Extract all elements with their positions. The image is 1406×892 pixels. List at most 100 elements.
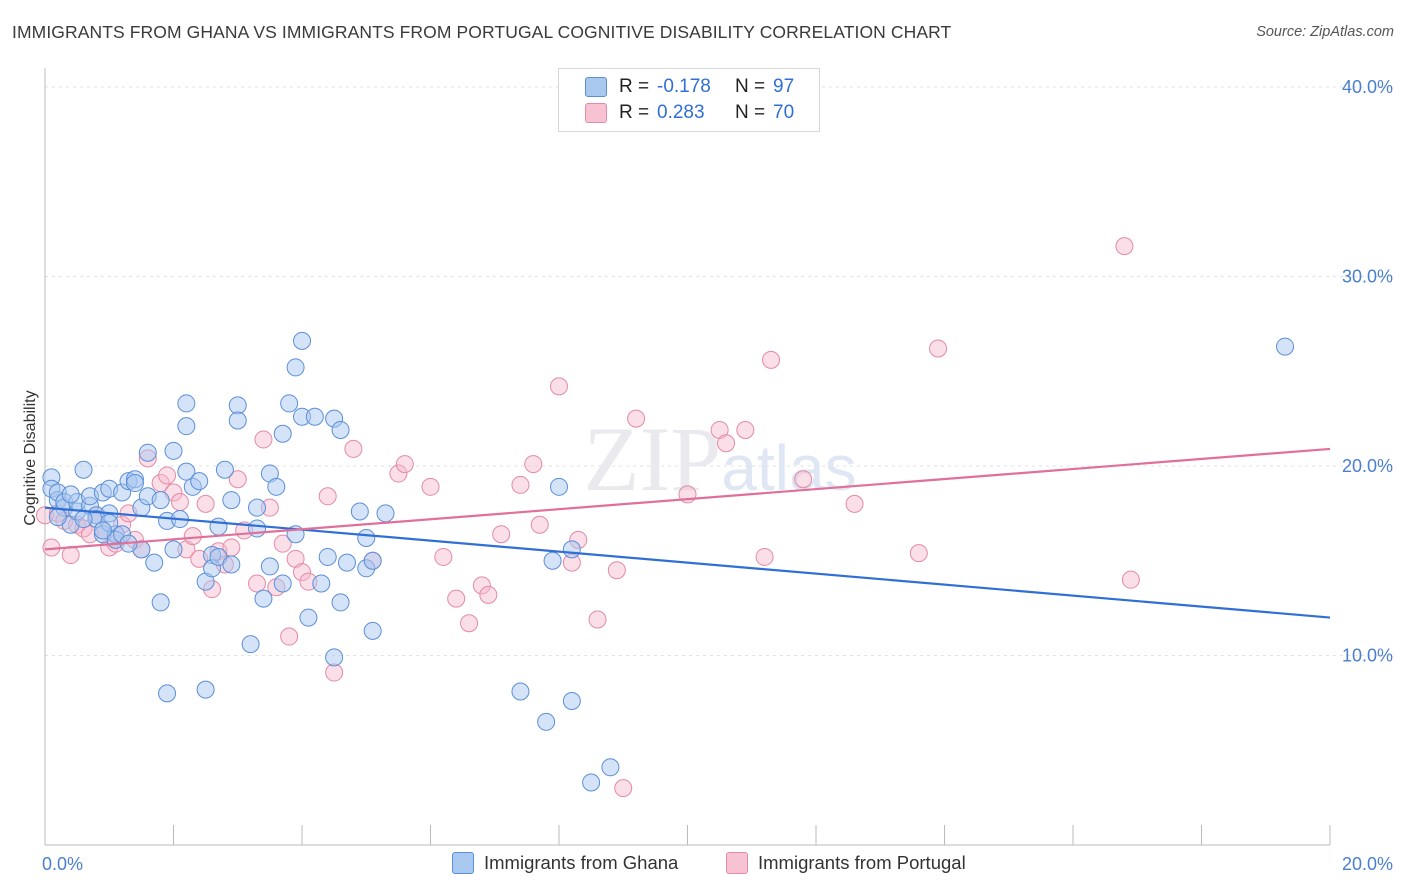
portugal-point xyxy=(395,455,414,474)
ghana-point xyxy=(222,555,241,574)
ghana-point xyxy=(331,593,350,612)
ghana-legend-swatch xyxy=(452,852,474,874)
ghana-point xyxy=(305,407,324,426)
ghana-point xyxy=(164,540,183,559)
ghana-r-label: R = xyxy=(619,76,650,97)
ghana-point xyxy=(337,553,356,572)
stats-legend: R = -0.178 N = 97 R = 0.283 N = 70 xyxy=(558,68,820,132)
portugal-point xyxy=(909,544,928,563)
portugal-point xyxy=(550,377,568,396)
ghana-point xyxy=(248,519,267,538)
ghana-point xyxy=(318,547,337,566)
ghana-point xyxy=(286,358,305,377)
portugal-point xyxy=(845,494,864,513)
ghana-point xyxy=(48,508,67,527)
portugal-point xyxy=(61,546,80,565)
portugal-point xyxy=(389,464,408,483)
portugal-point xyxy=(344,439,363,458)
ghana-point xyxy=(357,528,376,547)
portugal-point xyxy=(530,515,549,534)
ghana-point xyxy=(190,472,209,491)
y-axis-label: Cognitive Disability xyxy=(22,390,39,525)
portugal-points xyxy=(36,237,1140,798)
legend-row-ghana: R = -0.178 N = 97 xyxy=(585,75,794,99)
ghana-point xyxy=(537,712,556,731)
ghana-point xyxy=(601,758,620,777)
portugal-point xyxy=(286,549,305,568)
ghana-r-value: -0.178 xyxy=(657,76,711,97)
ghana-point xyxy=(215,460,234,479)
ghana-n-value: 97 xyxy=(773,76,795,97)
ghana-point xyxy=(228,411,247,430)
portugal-point xyxy=(1115,237,1134,256)
ghana-point xyxy=(151,593,170,612)
ghana-point xyxy=(267,477,286,496)
portugal-point xyxy=(736,420,755,439)
ghana-point xyxy=(145,553,164,572)
watermark-atlas: atlas xyxy=(721,432,856,504)
ghana-point xyxy=(543,551,562,570)
axes xyxy=(44,68,1331,846)
portugal-point xyxy=(273,534,292,553)
portugal-n-label: N = xyxy=(735,102,766,123)
portugal-point xyxy=(460,614,479,633)
ghana-point xyxy=(582,773,601,792)
portugal-point xyxy=(421,477,440,496)
ghana-point xyxy=(273,574,292,593)
x-tick-label: 0.0% xyxy=(42,854,83,874)
ghana-point xyxy=(158,684,177,703)
ghana-point xyxy=(93,521,112,540)
portugal-point xyxy=(280,627,299,646)
ghana-point xyxy=(293,331,311,350)
ghana-point xyxy=(254,589,273,608)
ghana-legend-label: Immigrants from Ghana xyxy=(484,852,679,873)
ghana-trend-line xyxy=(44,506,1331,619)
y-tick-label: 20.0% xyxy=(1342,456,1393,476)
ghana-point xyxy=(299,608,318,627)
legend-item-ghana: Immigrants from Ghana xyxy=(452,852,678,874)
portugal-point xyxy=(228,470,247,489)
ghana-point xyxy=(222,491,241,510)
ghana-point xyxy=(363,551,382,570)
ghana-point xyxy=(260,557,279,576)
ghana-point xyxy=(209,517,228,536)
portugal-swatch xyxy=(585,103,607,123)
ghana-point xyxy=(325,648,344,667)
ghana-point xyxy=(350,502,369,521)
portugal-point xyxy=(447,589,466,608)
portugal-point xyxy=(710,420,729,439)
portugal-point xyxy=(158,466,177,485)
ghana-point xyxy=(228,396,247,415)
portugal-point xyxy=(588,610,607,629)
portugal-point xyxy=(755,547,774,566)
portugal-point xyxy=(479,585,498,604)
ghana-point xyxy=(241,635,260,654)
ghana-point xyxy=(550,477,568,496)
portugal-point xyxy=(607,561,626,580)
ghana-point xyxy=(562,540,581,559)
source-credit: Source: ZipAtlas.com xyxy=(1256,24,1394,40)
ghana-point xyxy=(151,491,170,510)
ghana-point xyxy=(177,462,196,481)
ghana-point xyxy=(562,691,581,710)
y-tick-label: 10.0% xyxy=(1342,645,1393,665)
portugal-point xyxy=(929,339,948,358)
portugal-point xyxy=(472,576,491,595)
portugal-point xyxy=(196,494,215,513)
portugal-point xyxy=(794,470,813,489)
ghana-point xyxy=(273,424,292,443)
ghana-point xyxy=(363,621,382,640)
trend-lines xyxy=(44,447,1331,619)
ghana-point xyxy=(1276,337,1295,356)
portugal-point xyxy=(434,547,453,566)
ghana-point xyxy=(331,420,350,439)
portugal-point xyxy=(183,527,202,546)
portugal-point xyxy=(511,475,530,494)
portugal-point xyxy=(492,525,511,544)
tick-labels: 10.0% 20.0% 30.0% 40.0% 0.0% 20.0% xyxy=(42,77,1393,874)
ghana-point xyxy=(196,680,215,699)
ghana-points xyxy=(42,331,1295,792)
portugal-trend-line xyxy=(44,447,1331,551)
portugal-legend-label: Immigrants from Portugal xyxy=(758,852,966,873)
